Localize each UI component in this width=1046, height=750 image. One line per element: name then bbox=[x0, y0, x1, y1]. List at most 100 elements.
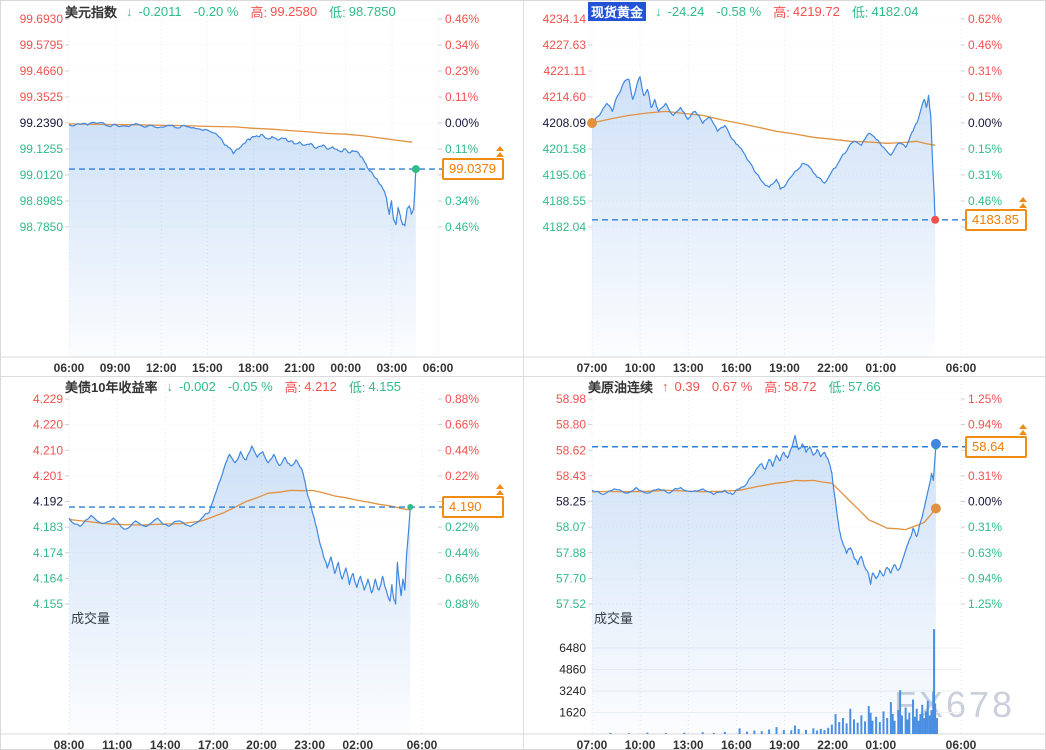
svg-text:1.25%: 1.25% bbox=[968, 392, 1002, 406]
high-label: 高: bbox=[764, 380, 781, 395]
horizontal-divider bbox=[1, 376, 1045, 377]
svg-text:99.4660: 99.4660 bbox=[20, 64, 64, 78]
svg-text:0.94%: 0.94% bbox=[968, 418, 1002, 432]
price-chart[interactable]: 99.6930 0.46% 99.5795 0.34% 99.4660 0.23% 99.3… bbox=[1, 1, 524, 376]
change-value: -0.002 bbox=[178, 379, 216, 394]
svg-text:4182.04: 4182.04 bbox=[543, 220, 587, 234]
svg-text:13:00: 13:00 bbox=[673, 361, 704, 375]
svg-text:19:00: 19:00 bbox=[769, 738, 800, 750]
svg-text:4.174: 4.174 bbox=[33, 546, 63, 560]
double-arrow-up-icon bbox=[1019, 196, 1027, 209]
svg-text:58.25: 58.25 bbox=[556, 495, 586, 509]
svg-text:02:00: 02:00 bbox=[342, 738, 373, 750]
svg-text:00:00: 00:00 bbox=[330, 361, 361, 375]
direction-arrow-icon: ↓ bbox=[166, 379, 173, 394]
panel-usd-index: 美元指数 ↓ -0.2011 -0.20 % 高: 99.2580 低: 98.… bbox=[1, 1, 524, 376]
svg-text:0.22%: 0.22% bbox=[445, 520, 479, 534]
direction-arrow-icon: ↓ bbox=[126, 4, 133, 19]
price-chart[interactable]: 4.229 0.88% 4.220 0.66% 4.210 0.44% 4.201 0.22%… bbox=[1, 376, 524, 750]
svg-text:0.15%: 0.15% bbox=[968, 90, 1002, 104]
chart-header: 美元指数 ↓ -0.2011 -0.20 % 高: 99.2580 低: 98.… bbox=[65, 3, 408, 20]
svg-text:58.43: 58.43 bbox=[556, 469, 586, 483]
svg-text:0.31%: 0.31% bbox=[968, 64, 1002, 78]
svg-text:10:00: 10:00 bbox=[625, 738, 656, 750]
direction-arrow-icon: ↑ bbox=[662, 379, 669, 394]
svg-text:4860: 4860 bbox=[559, 663, 586, 677]
svg-text:23:00: 23:00 bbox=[294, 738, 325, 750]
chart-title[interactable]: 美原油连续 bbox=[588, 380, 654, 395]
chart-title[interactable]: 现货黄金 bbox=[588, 2, 647, 21]
current-price-tag: 99.0379 bbox=[442, 146, 504, 181]
svg-text:07:00: 07:00 bbox=[577, 738, 608, 750]
svg-text:12:00: 12:00 bbox=[146, 361, 177, 375]
high-value: 4219.72 bbox=[792, 4, 840, 19]
svg-text:57.88: 57.88 bbox=[556, 546, 586, 560]
svg-text:0.11%: 0.11% bbox=[445, 90, 478, 104]
svg-text:58.07: 58.07 bbox=[556, 520, 586, 534]
svg-text:16:00: 16:00 bbox=[721, 738, 752, 750]
svg-text:0.34%: 0.34% bbox=[445, 38, 479, 52]
svg-text:0.34%: 0.34% bbox=[445, 194, 479, 208]
high-label: 高: bbox=[773, 5, 790, 20]
current-price-tag: 4183.85 bbox=[965, 196, 1027, 231]
low-value: 4.155 bbox=[368, 379, 401, 394]
low-value: 4182.04 bbox=[871, 4, 919, 19]
svg-text:4227.63: 4227.63 bbox=[543, 38, 587, 52]
svg-text:4214.60: 4214.60 bbox=[543, 90, 587, 104]
svg-text:0.66%: 0.66% bbox=[445, 418, 479, 432]
svg-text:0.23%: 0.23% bbox=[445, 64, 479, 78]
panel-spot-gold: 现货黄金 ↓ -24.24 -0.58 % 高: 4219.72 低: 4182… bbox=[524, 1, 1046, 376]
svg-text:99.6930: 99.6930 bbox=[20, 12, 64, 26]
svg-text:17:00: 17:00 bbox=[198, 738, 229, 750]
svg-text:03:00: 03:00 bbox=[377, 361, 408, 375]
svg-text:0.46%: 0.46% bbox=[968, 38, 1002, 52]
svg-text:4195.06: 4195.06 bbox=[543, 168, 587, 182]
svg-text:57.52: 57.52 bbox=[556, 597, 586, 611]
svg-text:4201.58: 4201.58 bbox=[543, 142, 587, 156]
svg-text:14:00: 14:00 bbox=[150, 738, 181, 750]
svg-text:99.2390: 99.2390 bbox=[20, 116, 64, 130]
svg-text:98.7850: 98.7850 bbox=[20, 220, 64, 234]
svg-text:01:00: 01:00 bbox=[865, 738, 896, 750]
svg-text:4.164: 4.164 bbox=[33, 571, 63, 585]
current-price-value: 4183.85 bbox=[972, 211, 1019, 227]
svg-text:18:00: 18:00 bbox=[238, 361, 269, 375]
svg-text:0.31%: 0.31% bbox=[968, 469, 1002, 483]
svg-text:21:00: 21:00 bbox=[284, 361, 315, 375]
double-arrow-up-icon bbox=[496, 484, 504, 496]
change-value: -0.2011 bbox=[138, 4, 182, 19]
panel-crude-oil: 美原油连续 ↑ 0.39 0.67 % 高: 58.72 低: 57.66 58… bbox=[524, 376, 1046, 750]
svg-text:4234.14: 4234.14 bbox=[543, 12, 587, 26]
svg-text:99.3525: 99.3525 bbox=[20, 90, 64, 104]
svg-text:4.220: 4.220 bbox=[33, 418, 63, 432]
svg-text:0.31%: 0.31% bbox=[968, 520, 1002, 534]
svg-text:4221.11: 4221.11 bbox=[544, 64, 587, 78]
svg-text:0.46%: 0.46% bbox=[445, 220, 479, 234]
svg-text:0.11%: 0.11% bbox=[445, 142, 478, 156]
svg-text:01:00: 01:00 bbox=[865, 361, 896, 375]
low-value: 57.66 bbox=[848, 379, 881, 394]
high-value: 99.2580 bbox=[270, 4, 318, 19]
price-chart[interactable]: 4234.14 0.62% 4227.63 0.46% 4221.11 0.31% 4214… bbox=[524, 1, 1046, 376]
svg-text:0.94%: 0.94% bbox=[968, 571, 1002, 585]
price-chart[interactable]: 58.98 1.25% 58.80 0.94% 58.62 0.63% 58.43 0.31%… bbox=[524, 376, 1046, 750]
chart-title[interactable]: 美债10年收益率 bbox=[65, 380, 158, 395]
svg-text:0.22%: 0.22% bbox=[445, 469, 479, 483]
svg-text:15:00: 15:00 bbox=[192, 361, 223, 375]
svg-text:0.66%: 0.66% bbox=[445, 571, 479, 585]
svg-text:06:00: 06:00 bbox=[423, 361, 454, 375]
svg-text:58.62: 58.62 bbox=[556, 443, 586, 457]
chart-title[interactable]: 美元指数 bbox=[65, 5, 118, 20]
svg-text:0.44%: 0.44% bbox=[445, 546, 479, 560]
svg-text:4188.55: 4188.55 bbox=[543, 194, 587, 208]
svg-text:06:00: 06:00 bbox=[407, 738, 438, 750]
svg-text:3240: 3240 bbox=[559, 684, 586, 698]
svg-text:4.192: 4.192 bbox=[33, 495, 63, 509]
svg-text:4.201: 4.201 bbox=[33, 469, 63, 483]
svg-text:0.00%: 0.00% bbox=[445, 116, 479, 130]
svg-text:4.183: 4.183 bbox=[33, 520, 63, 534]
chart-header: 美原油连续 ↑ 0.39 0.67 % 高: 58.72 低: 57.66 bbox=[588, 378, 893, 395]
current-price-value: 99.0379 bbox=[449, 161, 496, 177]
change-percent: -0.20 % bbox=[193, 4, 239, 19]
